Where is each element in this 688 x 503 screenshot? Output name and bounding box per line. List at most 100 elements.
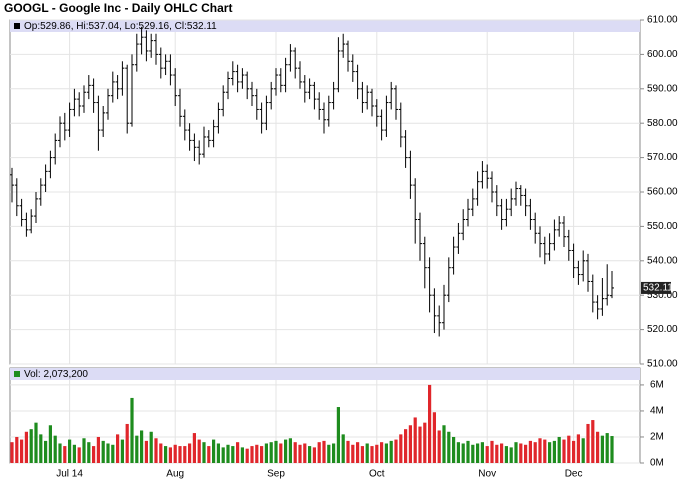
volume-bar (245, 448, 249, 463)
chart-title: GOOGL - Google Inc - Daily OHLC Chart (4, 1, 232, 15)
volume-bar (255, 444, 259, 463)
volume-bar (236, 442, 240, 463)
volume-bar (442, 425, 446, 463)
volume-bar (15, 436, 19, 463)
y-tick-label: 600.00 (647, 49, 678, 60)
volume-bar (490, 440, 494, 463)
volume-bar (154, 438, 158, 463)
x-tick-label: Dec (565, 469, 583, 480)
volume-bar (394, 439, 398, 463)
volume-bar (274, 440, 278, 463)
y-tick-label: 610.00 (647, 15, 678, 26)
volume-bar (461, 443, 465, 463)
volume-bar (111, 444, 115, 463)
volume-bar (576, 434, 580, 463)
y-tick-label: 560.00 (647, 187, 678, 198)
y-tick-label: 550.00 (647, 221, 678, 232)
x-tick-label: Nov (478, 469, 496, 480)
volume-bar (178, 446, 182, 463)
x-tick-label: Aug (166, 469, 184, 480)
y-tick-label: 590.00 (647, 83, 678, 94)
volume-bar (72, 444, 76, 463)
volume-bar (92, 446, 96, 463)
volume-bar (284, 439, 288, 463)
volume-bar (408, 425, 412, 463)
volume-tick-label: 2M (650, 432, 664, 443)
volume-bar (58, 443, 62, 463)
volume-tick-label: 6M (650, 380, 664, 391)
volume-bar (528, 440, 532, 463)
volume-bar (279, 443, 283, 463)
volume-bar (552, 440, 556, 463)
volume-bar (596, 431, 600, 463)
volume-bar (332, 443, 336, 463)
volume-bar (29, 429, 33, 463)
volume-bar (543, 439, 547, 463)
volume-bar (24, 431, 28, 463)
volume-bar (202, 442, 206, 463)
volume-bar (572, 440, 576, 463)
volume-bar (581, 438, 585, 463)
volume-bar (428, 384, 432, 463)
volume-bar (500, 443, 504, 463)
volume-bar (437, 430, 441, 463)
volume-bar (591, 420, 595, 463)
volume-bar (135, 435, 139, 463)
volume-bar (293, 442, 297, 463)
last-price-box (641, 281, 671, 294)
volume-bar (365, 443, 369, 463)
volume-bar (106, 443, 110, 463)
volume-bar (183, 446, 187, 463)
volume-bar (346, 440, 350, 463)
volume-bar (610, 436, 614, 463)
volume-bar (495, 444, 499, 463)
volume-bar (336, 407, 340, 463)
info-label: Op:529.86, Hi:537.04, Lo:529.16, Cl:532.… (24, 21, 217, 32)
volume-bar (125, 423, 129, 463)
volume-tick-label: 4M (650, 406, 664, 417)
volume-bar (384, 443, 388, 463)
y-tick-label: 580.00 (647, 118, 678, 129)
volume-bar (471, 444, 475, 463)
volume-bar (413, 417, 417, 463)
volume-bar (226, 444, 230, 463)
volume-band (10, 368, 640, 380)
volume-label: Vol: 2,073,200 (24, 369, 88, 380)
volume-bar (20, 439, 24, 463)
volume-bar (538, 438, 542, 463)
volume-bar (192, 433, 196, 463)
volume-bar (562, 439, 566, 463)
volume-bar (250, 446, 254, 463)
volume-bar (212, 439, 216, 463)
volume-bar (34, 422, 38, 463)
volume-bar (557, 436, 561, 463)
volume-bar (380, 442, 384, 463)
volume-bar (101, 440, 105, 463)
volume-bar (360, 446, 364, 463)
volume-bar (605, 433, 609, 463)
volume-bar (207, 446, 211, 463)
volume-bar (303, 443, 307, 463)
volume-icon (14, 371, 20, 377)
volume-bar (216, 443, 220, 463)
volume-bar (173, 444, 177, 463)
volume-bar (44, 440, 48, 463)
volume-bar (260, 446, 264, 463)
info-band (10, 20, 640, 32)
volume-bar (82, 438, 86, 463)
volume-bar (456, 442, 460, 463)
volume-bar (327, 444, 331, 463)
volume-bar (404, 429, 408, 463)
volume-bar (264, 443, 268, 463)
volume-bar (418, 426, 422, 463)
volume-bar (197, 439, 201, 463)
volume-bar (452, 436, 456, 463)
volume-bar (159, 443, 163, 463)
volume-bar (48, 425, 52, 463)
volume-bar (149, 431, 153, 463)
volume-bar (231, 446, 235, 463)
volume-bar (77, 447, 81, 463)
volume-bar (144, 440, 148, 463)
volume-bar (533, 442, 537, 463)
